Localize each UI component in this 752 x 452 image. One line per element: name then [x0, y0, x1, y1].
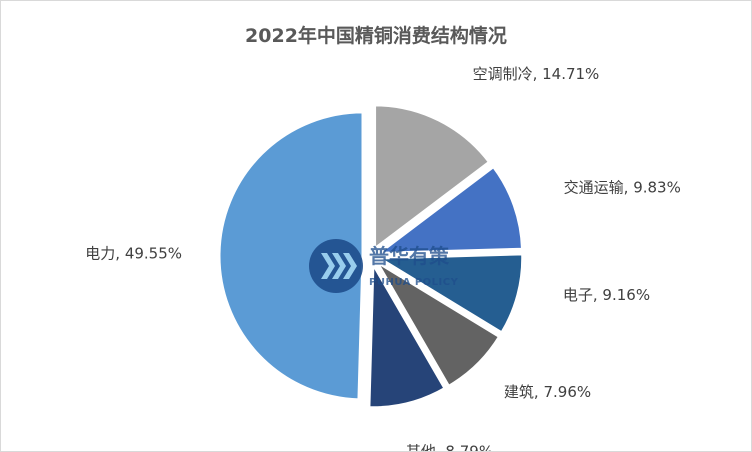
pie-slice-交通运输 [373, 164, 525, 255]
data-label-空调制冷: 空调制冷, 14.71% [473, 65, 600, 83]
watermark-logo: 普华有策 PUHUA POLICY [309, 239, 459, 293]
pie-slice-建筑 [375, 260, 502, 389]
watermark-badge-icon [309, 239, 363, 293]
chart-title: 2022年中国精铜消费结构情况 [245, 25, 507, 47]
watermark-brand: 普华有策 [369, 244, 450, 268]
data-label-交通运输: 交通运输, 9.83% [564, 178, 681, 196]
watermark-sub: PUHUA POLICY [369, 277, 459, 288]
data-label-其他: 其他, 8.79% [406, 442, 493, 451]
pie-slice-空调制冷 [373, 103, 492, 252]
data-label-建筑: 建筑, 7.96% [504, 383, 591, 401]
watermark-chevron-icon [321, 253, 357, 279]
pie-slice-电力 [217, 110, 365, 402]
data-label-电力: 电力, 49.55% [85, 244, 182, 262]
pie-slice-电子 [373, 252, 525, 335]
pie-slice-其他 [367, 258, 448, 410]
data-label-电子: 电子, 9.16% [563, 286, 650, 304]
